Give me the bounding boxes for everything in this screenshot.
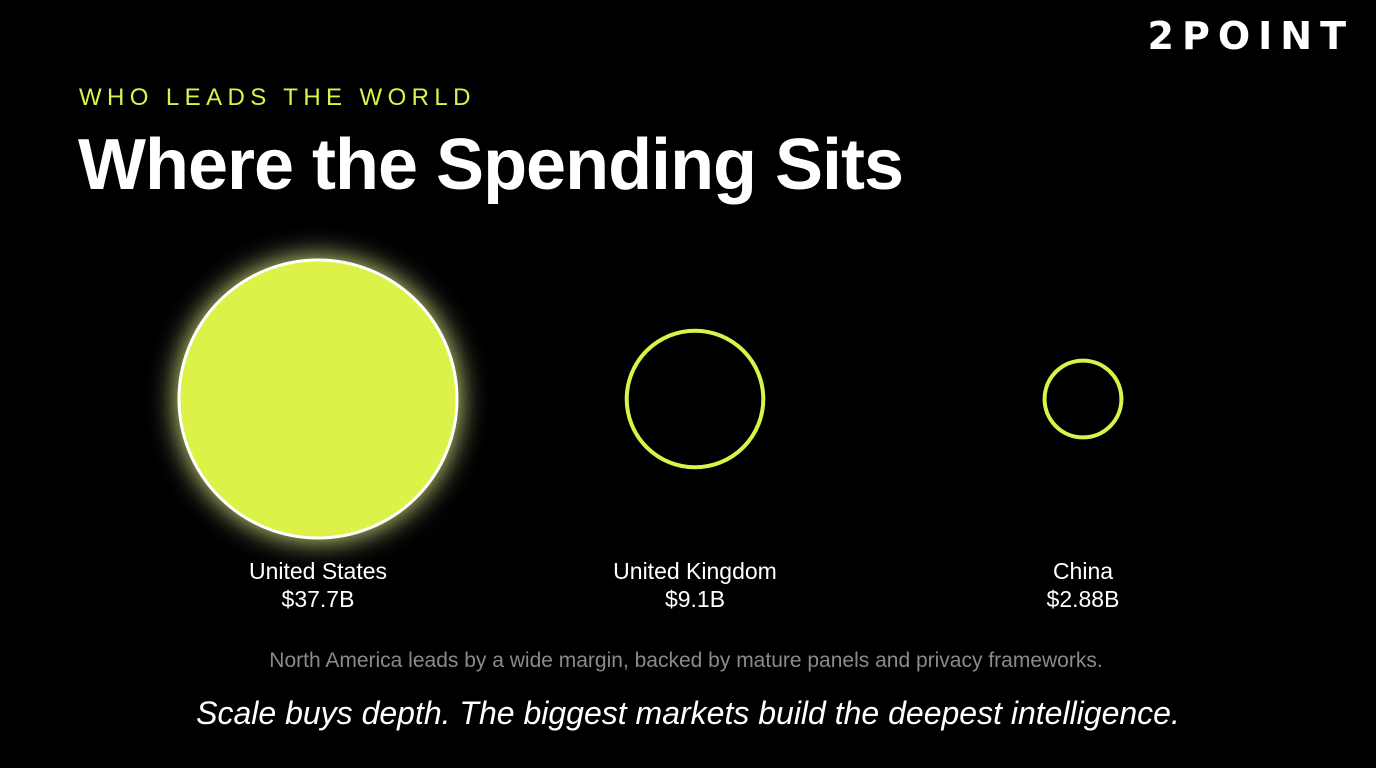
footnote: North America leads by a wide margin, ba… [269, 649, 1103, 672]
brand-logo: 2POINT [1147, 14, 1354, 58]
page-title: Where the Spending Sits [78, 125, 904, 205]
bubble-china [1042, 358, 1124, 440]
value-label-china: $2.88B [1047, 586, 1120, 612]
tagline: Scale buys depth. The biggest markets bu… [196, 695, 1180, 731]
bubble-chart: United States$37.7B United Kingdom$9.1B Ch… [177, 258, 1124, 612]
value-label-united-kingdom: $9.1B [665, 586, 725, 612]
country-label-united-states: United States [249, 558, 387, 584]
country-label-united-kingdom: United Kingdom [613, 558, 777, 584]
value-label-united-states: $37.7B [282, 586, 355, 612]
eyebrow-label: WHO LEADS THE WORLD [79, 84, 476, 111]
bubble-united-states [177, 258, 459, 540]
country-label-china: China [1053, 558, 1113, 584]
bubble-united-kingdom [624, 328, 766, 470]
